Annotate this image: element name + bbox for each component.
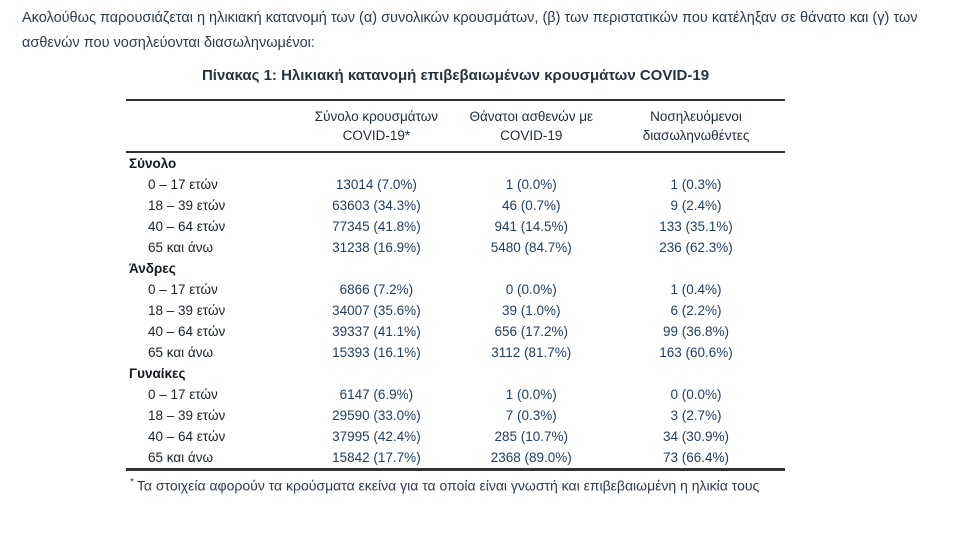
deaths-value: 7 (0.3%)	[505, 408, 557, 423]
cases-value: 29590 (33.0%)	[332, 408, 421, 423]
intubated-value: 133 (35.1%)	[659, 219, 733, 234]
intro-line-2: ασθενών που νοσηλεύονται διασωληνωμένοι:	[22, 35, 315, 51]
table-row: 40 – 64 ετών 39337 (41.1%) 656 (17.2%) 9…	[126, 321, 785, 342]
intubated-value: 0 (0.0%)	[670, 387, 722, 402]
column-header-intubated: Νοσηλευόμενοι διασωληνωθέντες	[607, 100, 785, 153]
column-header-line: Θάνατοι ασθενών με	[469, 109, 594, 124]
age-group-label: 18 – 39 ετών	[148, 408, 226, 423]
deaths-value: 39 (1.0%)	[502, 303, 561, 318]
table-body: Σύνολο 0 – 17 ετών 13014 (7.0%) 1 (0.0%)…	[126, 152, 785, 470]
cases-value: 6866 (7.2%)	[339, 282, 414, 297]
column-header-line: Νοσηλευόμενοι	[650, 109, 742, 124]
header-row: Σύνολο κρουσμάτων COVID-19* Θάνατοι ασθε…	[126, 100, 785, 153]
table-row: 40 – 64 ετών 77345 (41.8%) 941 (14.5%) 1…	[126, 216, 785, 237]
age-distribution-table: Σύνολο κρουσμάτων COVID-19* Θάνατοι ασθε…	[126, 99, 785, 471]
section-label: Άνδρες	[129, 261, 176, 276]
column-header-total-cases: Σύνολο κρουσμάτων COVID-19*	[297, 100, 456, 153]
column-header-deaths: Θάνατοι ασθενών με COVID-19	[455, 100, 608, 153]
age-group-label: 65 και άνω	[148, 345, 214, 360]
footnote: * Τα στοιχεία αφορούν τα κρούσματα εκείνα…	[126, 477, 785, 494]
table-row: 65 και άνω 15393 (16.1%) 3112 (81.7%) 16…	[126, 342, 785, 363]
deaths-value: 5480 (84.7%)	[490, 240, 572, 255]
cases-value: 15842 (17.7%)	[332, 450, 421, 465]
section-label: Γυναίκες	[129, 366, 186, 381]
intubated-value: 99 (36.8%)	[663, 324, 730, 339]
intro-paragraph: Ακολούθως παρουσιάζεται η ηλικιακή καταν…	[0, 0, 969, 56]
section-row-total: Σύνολο	[126, 152, 785, 174]
cases-value: 39337 (41.1%)	[332, 324, 421, 339]
cases-value: 34007 (35.6%)	[332, 303, 421, 318]
age-group-label: 18 – 39 ετών	[148, 198, 226, 213]
age-group-label: 65 και άνω	[148, 450, 214, 465]
deaths-value: 1 (0.0%)	[505, 387, 557, 402]
cases-value: 15393 (16.1%)	[332, 345, 421, 360]
deaths-value: 2368 (89.0%)	[490, 450, 572, 465]
intubated-value: 34 (30.9%)	[663, 429, 730, 444]
deaths-value: 46 (0.7%)	[502, 198, 561, 213]
age-group-label: 0 – 17 ετών	[148, 387, 218, 402]
table-row: 40 – 64 ετών 37995 (42.4%) 285 (10.7%) 3…	[126, 426, 785, 447]
intubated-value: 3 (2.7%)	[670, 408, 722, 423]
intubated-value: 1 (0.4%)	[670, 282, 722, 297]
table-row: 0 – 17 ετών 6866 (7.2%) 0 (0.0%) 1 (0.4%…	[126, 279, 785, 300]
cases-value: 37995 (42.4%)	[332, 429, 421, 444]
age-group-label: 40 – 64 ετών	[148, 324, 226, 339]
cases-value: 6147 (6.9%)	[339, 387, 414, 402]
table-header: Σύνολο κρουσμάτων COVID-19* Θάνατοι ασθε…	[126, 100, 785, 153]
table-row: 18 – 39 ετών 34007 (35.6%) 39 (1.0%) 6 (…	[126, 300, 785, 321]
column-header-line: COVID-19	[500, 128, 563, 143]
column-header-line: Σύνολο κρουσμάτων	[314, 109, 438, 124]
age-group-label: 0 – 17 ετών	[148, 177, 218, 192]
header-empty-cell	[126, 100, 298, 153]
table-row: 65 και άνω 15842 (17.7%) 2368 (89.0%) 73…	[126, 447, 785, 470]
intubated-value: 6 (2.2%)	[670, 303, 722, 318]
section-label: Σύνολο	[129, 156, 177, 171]
deaths-value: 941 (14.5%)	[494, 219, 569, 234]
age-group-label: 65 και άνω	[148, 240, 214, 255]
intro-line-1: Ακολούθως παρουσιάζεται η ηλικιακή καταν…	[22, 10, 918, 26]
age-group-label: 18 – 39 ετών	[148, 303, 226, 318]
intubated-value: 163 (60.6%)	[659, 345, 733, 360]
intubated-value: 9 (2.4%)	[670, 198, 722, 213]
table-section: Πίνακας 1: Ηλικιακή κατανομή επιβεβαιωμέ…	[126, 67, 785, 494]
age-group-label: 40 – 64 ετών	[148, 429, 226, 444]
table-row: 18 – 39 ετών 63603 (34.3%) 46 (0.7%) 9 (…	[126, 195, 785, 216]
cases-value: 63603 (34.3%)	[332, 198, 421, 213]
cases-value: 77345 (41.8%)	[332, 219, 421, 234]
footnote-text: Τα στοιχεία αφορούν τα κρούσματα εκείνα …	[136, 477, 760, 494]
section-row-women: Γυναίκες	[126, 363, 785, 384]
table-row: 65 και άνω 31238 (16.9%) 5480 (84.7%) 23…	[126, 237, 785, 258]
section-row-men: Άνδρες	[126, 258, 785, 279]
age-group-label: 0 – 17 ετών	[148, 282, 218, 297]
intubated-value: 1 (0.3%)	[670, 177, 722, 192]
age-group-label: 40 – 64 ετών	[148, 219, 226, 234]
intubated-value: 236 (62.3%)	[659, 240, 733, 255]
cases-value: 13014 (7.0%)	[335, 177, 417, 192]
deaths-value: 1 (0.0%)	[505, 177, 557, 192]
column-header-line: διασωληνωθέντες	[642, 128, 750, 143]
column-header-line: COVID-19*	[342, 128, 411, 143]
cases-value: 31238 (16.9%)	[332, 240, 421, 255]
intubated-value: 73 (66.4%)	[663, 450, 730, 465]
deaths-value: 3112 (81.7%)	[491, 345, 572, 360]
table-title: Πίνακας 1: Ηλικιακή κατανομή επιβεβαιωμέ…	[201, 67, 710, 84]
table-row: 18 – 39 ετών 29590 (33.0%) 7 (0.3%) 3 (2…	[126, 405, 785, 426]
table-row: 0 – 17 ετών 6147 (6.9%) 1 (0.0%) 0 (0.0%…	[126, 384, 785, 405]
table-row: 0 – 17 ετών 13014 (7.0%) 1 (0.0%) 1 (0.3…	[126, 174, 785, 195]
deaths-value: 0 (0.0%)	[505, 282, 557, 297]
deaths-value: 285 (10.7%)	[494, 429, 569, 444]
deaths-value: 656 (17.2%)	[494, 324, 569, 339]
footnote-asterisk: *	[130, 477, 134, 488]
